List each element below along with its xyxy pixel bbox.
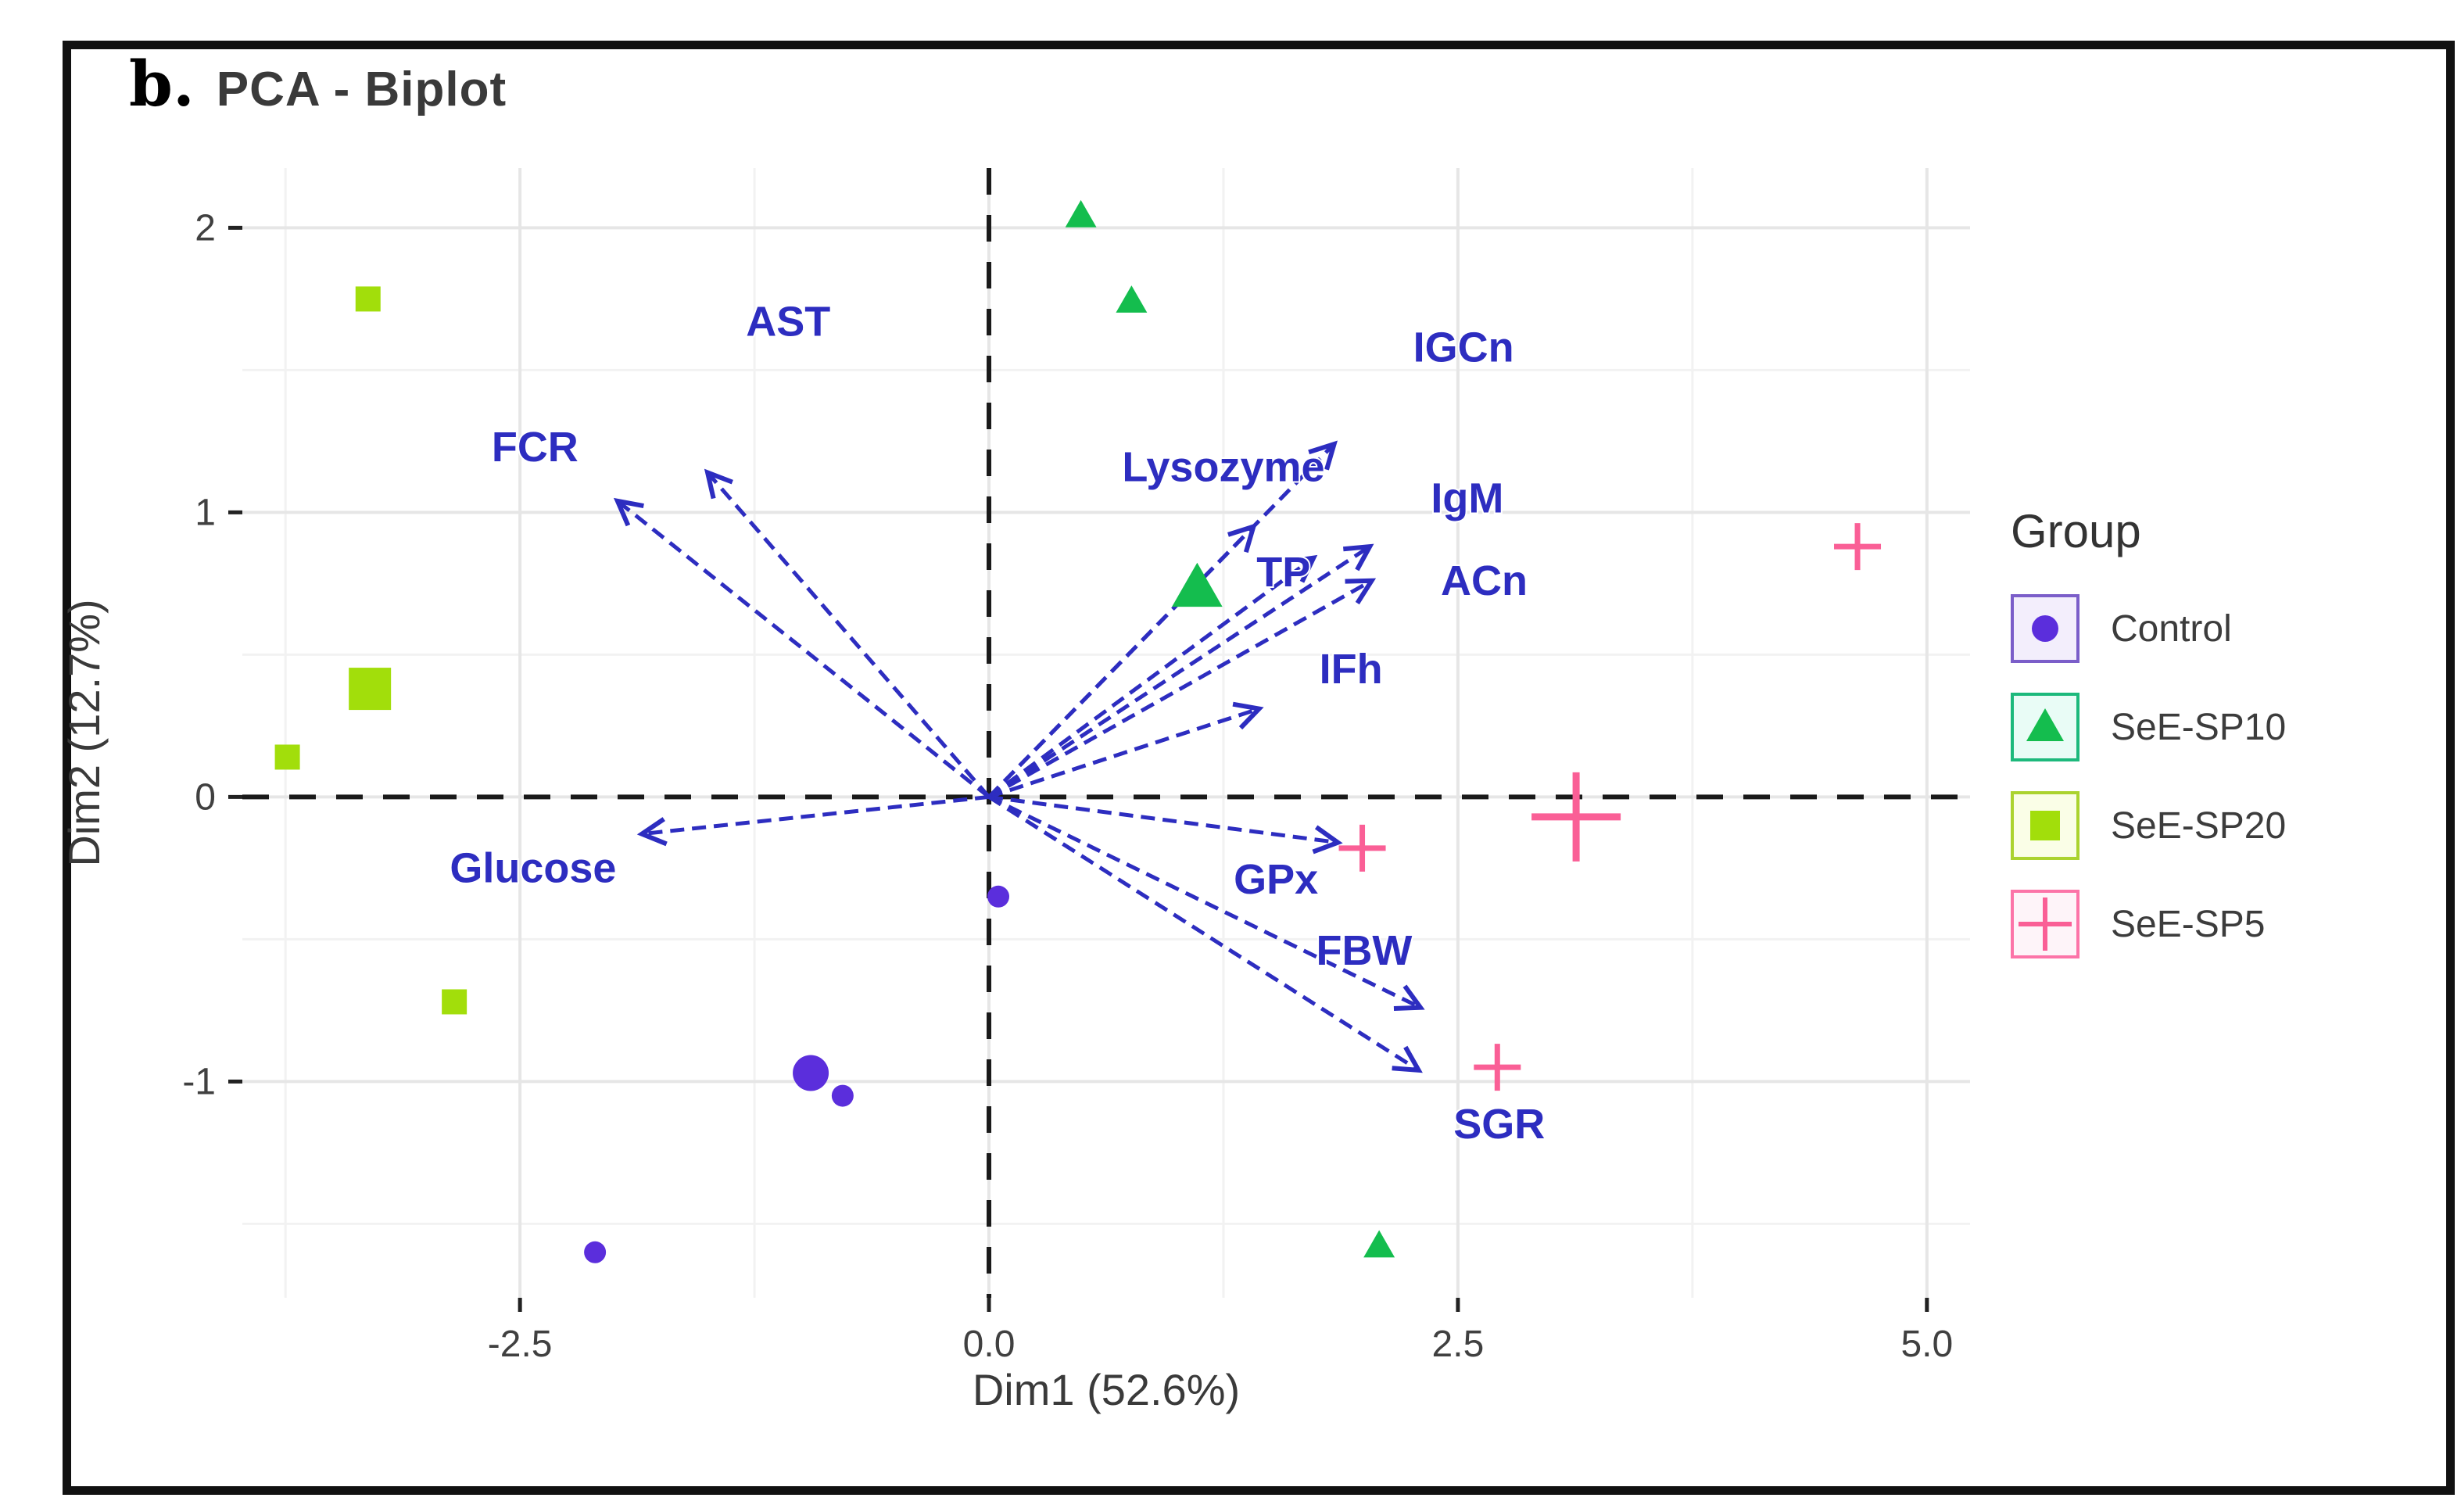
legend-label: SeE-SP10 bbox=[2111, 706, 2287, 748]
y-axis-title: Dim2 (12.7%) bbox=[59, 599, 109, 867]
variable-label-FCR: FCR bbox=[492, 424, 579, 471]
variable-label-AST: AST bbox=[746, 299, 830, 346]
loading-vector-FCR bbox=[613, 497, 990, 799]
legend-label: SeE-SP20 bbox=[2111, 804, 2287, 847]
legend-label: Control bbox=[2111, 607, 2232, 650]
loading-vector-IgM bbox=[987, 543, 1374, 799]
variable-label-IgM: IgM bbox=[1431, 475, 1503, 521]
loading-vector-GPx bbox=[988, 794, 1343, 855]
variable-label-IFh: IFh bbox=[1320, 646, 1383, 693]
legend-item-SeE-SP5: SeE-SP5 bbox=[2011, 890, 2286, 958]
triangle-glyph bbox=[2026, 708, 2064, 741]
legend: Group Control SeE-SP10 SeE-SP20 SeE-SP5 bbox=[2011, 504, 2286, 988]
x-tick-label: 5.0 bbox=[1900, 1324, 1953, 1365]
loading-vector-Lysozyme bbox=[987, 523, 1257, 799]
square-glyph bbox=[2030, 811, 2060, 840]
variable-label-Lysozyme: Lysozyme bbox=[1122, 443, 1324, 490]
title-row: b. PCA - Biplot bbox=[129, 47, 507, 120]
circle-glyph bbox=[2032, 615, 2058, 642]
legend-item-SeE-SP20: SeE-SP20 bbox=[2011, 791, 2286, 860]
legend-label: SeE-SP5 bbox=[2111, 903, 2266, 945]
figure-title: PCA - Biplot bbox=[216, 63, 507, 116]
loading-vector-IFh bbox=[988, 701, 1264, 799]
data-point-Control bbox=[987, 885, 1010, 908]
data-point-Control bbox=[793, 1055, 829, 1091]
data-point-Control bbox=[831, 1084, 854, 1107]
variable-label-ACn: ACn bbox=[1441, 557, 1528, 604]
y-tick-label: 0 bbox=[195, 776, 216, 818]
variable-label-GPx: GPx bbox=[1234, 856, 1318, 903]
cross-glyph bbox=[2019, 898, 2072, 951]
data-point-SeE-SP20 bbox=[349, 668, 392, 711]
variable-label-IGCn: IGCn bbox=[1413, 324, 1514, 371]
loading-vector-FBW bbox=[987, 795, 1425, 1011]
x-tick-label: -2.5 bbox=[488, 1324, 553, 1365]
plot-canvas: -2.5 0.0 2.5 5.0 2 1 0 -1 AST FCR Glucose IGCn Lysoz… bbox=[182, 168, 1970, 1365]
data-point-SeE-SP10 bbox=[1116, 285, 1148, 313]
data-point-SeE-SP20 bbox=[355, 286, 381, 312]
panel-letter-label: b. bbox=[129, 47, 195, 120]
data-point-SeE-SP10 bbox=[1172, 562, 1223, 607]
triangle-marker-icon bbox=[2011, 693, 2079, 761]
legend-item-SeE-SP10: SeE-SP10 bbox=[2011, 693, 2286, 761]
plot-panel: -2.5 0.0 2.5 5.0 2 1 0 -1 AST FCR Glucose IGCn Lysoz… bbox=[182, 168, 1970, 1365]
variable-label-FBW: FBW bbox=[1316, 927, 1412, 974]
figure-border bbox=[63, 41, 2455, 1495]
data-point-SeE-SP10 bbox=[1065, 199, 1097, 228]
data-point-SeE-SP10 bbox=[1363, 1230, 1395, 1258]
x-tick-label: 2.5 bbox=[1432, 1324, 1485, 1365]
data-point-SeE-SP20 bbox=[274, 744, 300, 770]
variable-label-TP: TP bbox=[1256, 549, 1310, 596]
data-point-SeE-SP20 bbox=[442, 989, 467, 1015]
square-marker-icon bbox=[2011, 791, 2079, 860]
x-tick-label: 0.0 bbox=[963, 1324, 1016, 1365]
legend-items: Control SeE-SP10 SeE-SP20 SeE-SP5 bbox=[2011, 594, 2286, 958]
cross-marker-icon bbox=[2011, 890, 2079, 958]
circle-marker-icon bbox=[2011, 594, 2079, 663]
variable-label-Glucose: Glucose bbox=[450, 845, 616, 892]
loading-vector-ACn bbox=[987, 578, 1377, 799]
loading-vector-SGR bbox=[987, 795, 1423, 1073]
y-tick-label: 2 bbox=[195, 207, 216, 249]
loading-vector-AST bbox=[704, 468, 990, 799]
loading-vector-Glucose bbox=[636, 794, 990, 847]
loading-vector-TP bbox=[987, 554, 1318, 799]
variable-label-SGR: SGR bbox=[1453, 1101, 1545, 1148]
y-tick-label: -1 bbox=[182, 1061, 216, 1102]
legend-title: Group bbox=[2011, 505, 2141, 557]
legend-item-Control: Control bbox=[2011, 594, 2286, 663]
data-point-Control bbox=[584, 1241, 607, 1263]
y-tick-label: 1 bbox=[195, 492, 216, 533]
x-axis-title: Dim1 (52.6%) bbox=[972, 1365, 1241, 1414]
